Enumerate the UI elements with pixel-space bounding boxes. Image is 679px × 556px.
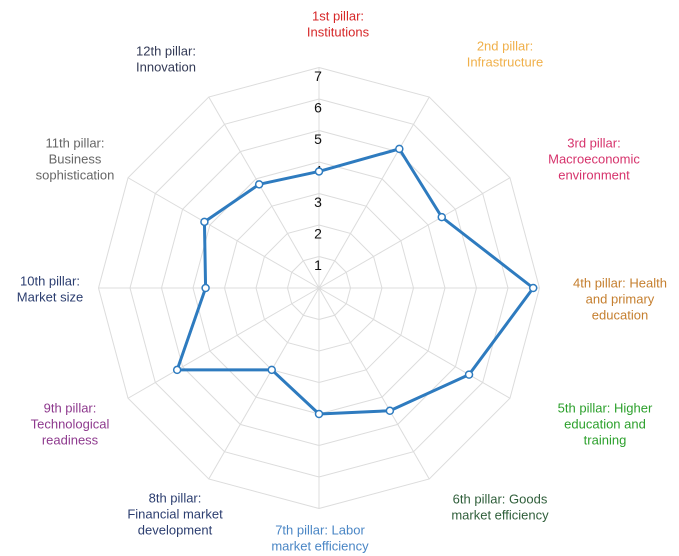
grid-ring (286, 255, 352, 321)
category-label-line: 6th pillar: Goods (453, 491, 548, 506)
category-label: 1st pillar:Institutions (307, 8, 370, 39)
category-label-line: Institutions (307, 24, 370, 39)
grid-ring (223, 192, 415, 384)
category-label-line: Infrastructure (467, 54, 544, 69)
spoke (318, 96, 430, 289)
category-label-line: 8th pillar: (149, 490, 202, 505)
data-point (254, 180, 264, 189)
tick-label: 5 (314, 131, 322, 147)
category-label-line: 10th pillar: (20, 273, 80, 288)
category-label-line: development (138, 522, 213, 537)
category-label-line: Financial market (127, 506, 223, 521)
category-label-line: readiness (42, 432, 99, 447)
category-label-line: Market size (17, 289, 83, 304)
category-label-line: 11th pillar: (45, 135, 104, 150)
data-point (385, 406, 395, 416)
spoke (318, 177, 511, 289)
category-label-line: 3rd pillar: (567, 135, 620, 150)
spoke (127, 287, 320, 399)
category-label-line: environment (558, 167, 630, 182)
category-label-line: Macroeconomic (548, 151, 640, 166)
category-label-line: 1st pillar: (312, 8, 364, 23)
data-line (175, 147, 535, 416)
spoke (208, 287, 320, 480)
spoke (127, 177, 320, 289)
grid-ring (160, 129, 478, 447)
category-label-line: 4th pillar: Health (573, 275, 667, 290)
data-point (437, 212, 447, 222)
spoke (318, 287, 430, 480)
category-label-line: and primary (586, 291, 655, 306)
data-point (267, 365, 276, 375)
category-label: 12th pillar:Innovation (136, 43, 196, 74)
spoke (208, 96, 320, 289)
category-label: 10th pillar:Market size (17, 273, 83, 304)
data-point (395, 144, 404, 154)
category-label-line: training (584, 432, 627, 447)
category-label-line: sophistication (36, 167, 115, 182)
grid-ring (129, 98, 509, 478)
category-label-line: 2nd pillar: (477, 38, 533, 53)
category-label-line: market efficiency (451, 507, 549, 522)
tick-label: 1 (314, 257, 322, 273)
grid-ring (97, 66, 541, 510)
data-point (464, 370, 474, 379)
tick-label: 7 (314, 68, 322, 84)
category-label-line: education (592, 307, 648, 322)
category-label-line: market efficiency (271, 538, 369, 553)
category-label-line: Innovation (136, 59, 196, 74)
category-label-line: Business (49, 151, 102, 166)
data-point (201, 283, 210, 293)
category-label-line: 5th pillar: Higher (558, 400, 653, 415)
data-point (200, 217, 209, 227)
grid-ring (255, 224, 383, 352)
tick-label: 6 (314, 100, 322, 116)
category-label-line: Technological (31, 416, 110, 431)
category-label-line: 9th pillar: (44, 400, 97, 415)
tick-label: 3 (314, 194, 322, 210)
tick-label: 2 (314, 226, 322, 242)
data-point (528, 283, 538, 293)
data-point (314, 409, 324, 419)
data-point (172, 365, 182, 375)
category-label: 2nd pillar:Infrastructure (467, 38, 544, 69)
category-label-line: 7th pillar: Labor (275, 522, 365, 537)
category-label-line: 12th pillar: (136, 43, 196, 58)
data-point (314, 167, 324, 176)
category-label-line: education and (564, 416, 646, 431)
spoke (318, 287, 511, 399)
